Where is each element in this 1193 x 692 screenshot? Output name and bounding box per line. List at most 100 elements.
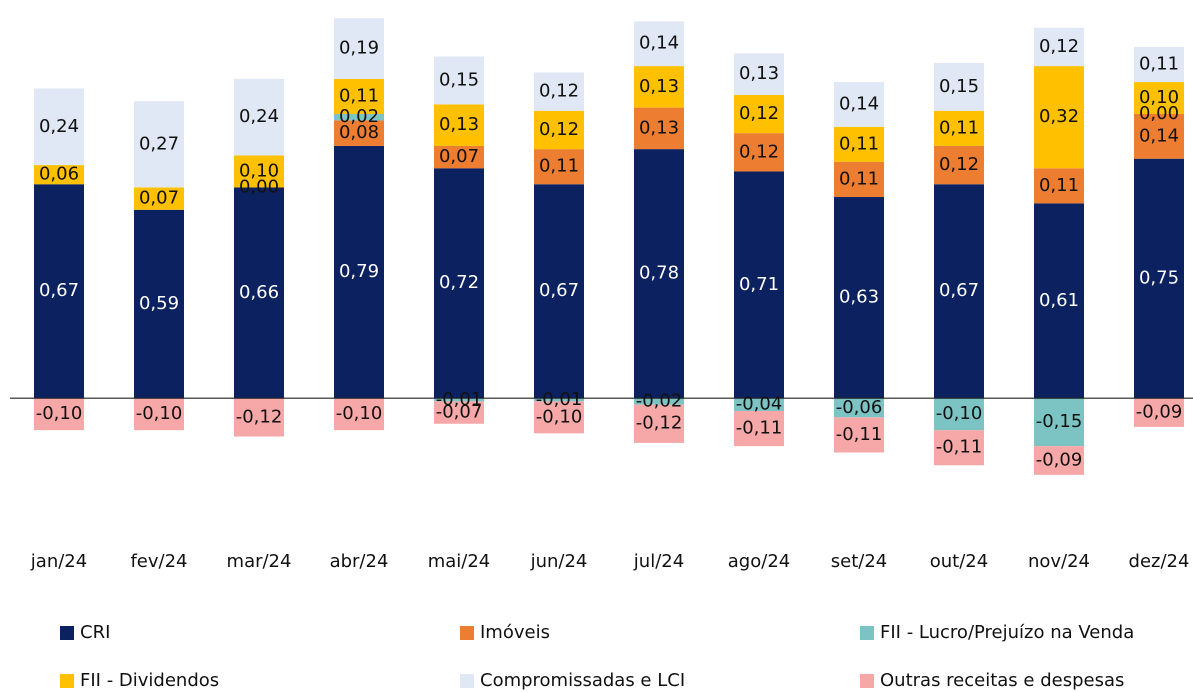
bar-segment — [334, 120, 384, 146]
data-label: -0,11 — [736, 418, 783, 439]
bar-segment — [734, 398, 784, 411]
x-tick-label: mai/24 — [428, 551, 491, 572]
data-label: -0,10 — [936, 403, 983, 424]
bar-segment — [1034, 398, 1084, 447]
data-label: 0,11 — [839, 133, 879, 154]
bar-segment — [834, 126, 884, 162]
bar-segment — [934, 110, 984, 146]
data-label: 0,63 — [839, 287, 879, 308]
data-label: 0,67 — [39, 280, 79, 301]
data-label: 0,24 — [239, 106, 279, 127]
data-label: 0,72 — [439, 272, 479, 293]
bar-segment — [334, 78, 384, 114]
bar-segment — [534, 401, 584, 434]
data-label: 0,10 — [1139, 87, 1179, 108]
bar-segment — [734, 410, 784, 447]
bar-segment — [334, 113, 384, 121]
bar-segment — [134, 209, 184, 399]
data-label: -0,15 — [1036, 411, 1083, 432]
bar-segment — [934, 184, 984, 399]
bar-segment — [834, 82, 884, 127]
data-label: 0,14 — [639, 33, 679, 54]
data-label: -0,04 — [736, 394, 783, 415]
bar-segment — [834, 161, 884, 198]
bar-segment — [734, 53, 784, 95]
bar-segment — [134, 101, 184, 188]
bar-segment — [234, 155, 284, 188]
bar-segment — [1034, 203, 1084, 399]
bar-segment — [234, 398, 284, 437]
data-label: -0,09 — [1036, 449, 1083, 470]
legend-swatch — [860, 626, 874, 640]
bar-segment — [634, 149, 684, 399]
x-tick-label: set/24 — [831, 551, 887, 572]
legend-label: FII - Lucro/Prejuízo na Venda — [880, 622, 1134, 643]
data-label: 0,13 — [639, 117, 679, 138]
bar-segment — [1034, 446, 1084, 475]
data-label: 0,27 — [139, 133, 179, 154]
data-label: 0,11 — [539, 156, 579, 177]
data-label: 0,75 — [1139, 267, 1179, 288]
legend-swatch — [460, 674, 474, 688]
bar-segment — [434, 145, 484, 169]
data-label: 0,15 — [439, 69, 479, 90]
bar-segment — [1034, 168, 1084, 204]
bar-segment — [1134, 398, 1184, 427]
x-tick-label: mar/24 — [227, 551, 292, 572]
x-tick-label: abr/24 — [330, 551, 389, 572]
data-label: 0,10 — [239, 160, 279, 181]
legend-swatch — [60, 626, 74, 640]
data-label: 0,00 — [239, 176, 279, 197]
legend-swatch — [60, 674, 74, 688]
data-label: -0,11 — [936, 437, 983, 458]
data-label: 0,71 — [739, 274, 779, 295]
data-label: 0,11 — [1139, 53, 1179, 74]
bar-segment — [1134, 82, 1184, 114]
bar-segment — [434, 168, 484, 399]
bar-segment — [334, 145, 384, 399]
data-label: 0,06 — [39, 164, 79, 185]
data-label: 0,12 — [539, 119, 579, 140]
data-label: 0,79 — [339, 261, 379, 282]
bar-segment — [34, 165, 84, 185]
data-label: -0,12 — [236, 406, 283, 427]
bar-segment — [534, 184, 584, 399]
bar-segment — [534, 149, 584, 185]
data-label: -0,12 — [636, 413, 683, 434]
bar-segment — [634, 66, 684, 108]
data-label: 0,12 — [539, 81, 579, 102]
x-tick-label: jun/24 — [530, 551, 588, 572]
data-label: 0,14 — [839, 93, 879, 114]
x-tick-label: jan/24 — [30, 551, 87, 572]
bar-segment — [34, 88, 84, 166]
data-label: 0,59 — [139, 293, 179, 314]
bar-segment — [934, 398, 984, 431]
bar-segment — [334, 398, 384, 431]
data-label: -0,10 — [136, 403, 183, 424]
bar-segment — [434, 398, 484, 402]
bar-segment — [634, 21, 684, 67]
bar-segment — [1134, 158, 1184, 399]
data-label: 0,15 — [939, 76, 979, 97]
x-tick-label: fev/24 — [130, 551, 187, 572]
data-label: 0,11 — [1039, 175, 1079, 196]
bar-segment — [534, 110, 584, 150]
bar-segment — [1034, 66, 1084, 169]
legend-label: Compromissadas e LCI — [480, 670, 685, 691]
legend-label: FII - Dividendos — [80, 670, 219, 691]
data-label: 0,67 — [539, 280, 579, 301]
data-label: 0,67 — [939, 280, 979, 301]
bar-segment — [734, 94, 784, 134]
bar-segment — [634, 107, 684, 150]
data-label: 0,78 — [639, 263, 679, 284]
bar-segment — [434, 104, 484, 146]
data-label: 0,11 — [339, 85, 379, 106]
data-label: 0,12 — [739, 141, 779, 162]
data-label: 0,61 — [1039, 290, 1079, 311]
data-label: -0,10 — [36, 403, 83, 424]
data-label: 0,32 — [1039, 106, 1079, 127]
bar-segment — [534, 398, 584, 402]
data-label: 0,08 — [339, 122, 379, 143]
bar-segment — [34, 184, 84, 399]
legend-swatch — [860, 674, 874, 688]
